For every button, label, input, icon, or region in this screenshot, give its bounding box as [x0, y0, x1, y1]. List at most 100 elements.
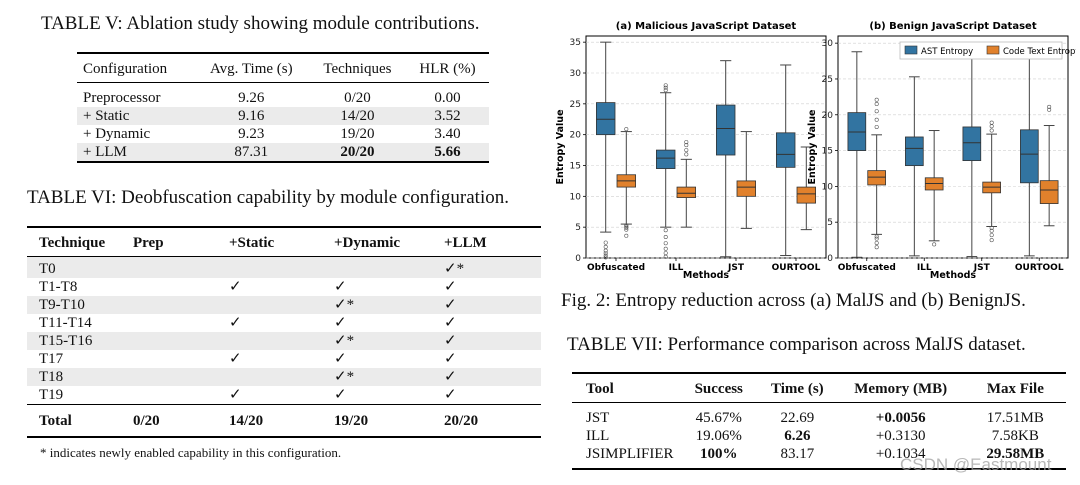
table5-cell: 9.23 — [238, 126, 265, 142]
outlier-point — [989, 120, 994, 125]
y-tick-label: 0 — [827, 254, 833, 264]
table6-cell: ✓ — [334, 279, 347, 295]
table6-caption: TABLE VI: Deobfuscation capability by mo… — [27, 187, 509, 208]
table5-header-techniques: Techniques — [323, 61, 392, 77]
y-tick-label: 15 — [570, 162, 581, 172]
outlier-point — [684, 140, 689, 145]
table6-cell: T9-T10 — [27, 296, 123, 314]
table6-cell: ✓ — [444, 279, 457, 295]
table-row: T1-T8 ✓ ✓ ✓ — [27, 278, 541, 296]
outlier-point — [603, 255, 608, 260]
box-jst-ast — [962, 126, 982, 162]
table5-cell: + Dynamic — [83, 126, 151, 142]
box-ourtool-ast — [775, 132, 796, 168]
table6-cell — [324, 256, 434, 278]
x-tick-label: OURTOOL — [772, 263, 821, 273]
table5-cell: 9.16 — [193, 107, 309, 125]
table-row: T19 ✓ ✓ ✓ — [27, 386, 541, 405]
table6-cell: ✓ — [434, 368, 541, 386]
outlier-point — [624, 224, 629, 229]
table7-cell: 83.17 — [780, 446, 815, 462]
x-tick-label: ILL — [917, 263, 932, 273]
outlier-point — [684, 152, 689, 157]
table6-header-technique: Technique — [39, 235, 106, 251]
figure-caption: Fig. 2: Entropy reduction across (a) Mal… — [561, 290, 1026, 311]
table7-cell: 45.67% — [695, 410, 742, 426]
table7-caption: TABLE VII: Performance comparison across… — [567, 334, 1026, 355]
y-tick-label: 5 — [575, 223, 581, 233]
table7-cell: 17.51MB — [986, 410, 1044, 426]
table5-cell: 5.66 — [406, 143, 489, 162]
y-tick-label: 5 — [827, 218, 833, 228]
table6-cell: T19 — [39, 387, 64, 403]
table7-cell: JST — [586, 410, 610, 426]
outlier-point — [663, 83, 668, 88]
table6-cell: ✓ — [444, 387, 457, 403]
table-row: T15-T16 ✓* ✓ — [27, 332, 541, 350]
table6-cell: ✓ — [434, 332, 541, 350]
y-tick-label: 10 — [570, 192, 582, 202]
table6-cell — [123, 386, 219, 405]
outlier-point — [603, 251, 608, 256]
y-tick-label: 0 — [575, 254, 581, 264]
outlier-point — [989, 128, 994, 133]
table5-cell: 3.52 — [406, 107, 489, 125]
table5-cell: + Static — [77, 107, 194, 125]
table-row: JSIMPLIFIER 100% 83.17 +0.1034 29.58MB — [572, 445, 1066, 469]
outlier-point — [684, 148, 689, 153]
outlier-point — [684, 143, 689, 148]
table5-header-hlr: HLR (%) — [419, 61, 476, 77]
table6-cell: ✓ — [444, 351, 457, 367]
table6-cell — [219, 296, 324, 314]
table7-cell: 6.26 — [784, 428, 811, 444]
y-tick-label: 25 — [570, 100, 581, 110]
outlier-point — [989, 228, 994, 233]
table7-header-memory: Memory (MB) — [854, 381, 948, 397]
table6-cell: ✓ — [229, 387, 242, 403]
outlier-point — [874, 234, 879, 239]
outlier-point — [603, 240, 608, 245]
y-axis-label: Entropy Value — [807, 109, 818, 184]
box-ourtool-ast — [1020, 129, 1039, 184]
table6-cell: ✓* — [434, 256, 541, 278]
table6-total-dynamic: 19/20 — [334, 413, 369, 429]
table6-cell: T0 — [27, 256, 123, 278]
legend-box — [899, 41, 1063, 60]
table7-cell: +0.1034 — [875, 446, 926, 462]
y-tick-label: 30 — [822, 39, 834, 49]
entropy-figure: 0 5 10 15 20 25 30 35 (a) Malicious JavaScript D… — [556, 21, 1076, 281]
y-tick-label: 25 — [822, 75, 833, 85]
table6-cell — [123, 296, 219, 314]
outlier-point — [932, 242, 937, 247]
table6-cell — [123, 350, 219, 368]
table7-header-maxfile: Max File — [986, 381, 1044, 397]
chart-title: (b) Benign JavaScript Dataset — [869, 21, 1036, 32]
outlier-point — [989, 225, 994, 230]
table6-header-prep: Prep — [133, 235, 164, 251]
outlier-point — [989, 233, 994, 238]
chart-title: (a) Malicious JavaScript Dataset — [616, 21, 797, 32]
table6-header-static: +Static — [229, 235, 275, 251]
table6-header-llm: +LLM — [444, 235, 487, 251]
table-row: T17 ✓ ✓ ✓ — [27, 350, 541, 368]
outlier-point — [874, 240, 879, 245]
table7-cell: 7.58KB — [991, 428, 1039, 444]
table-row: JST 45.67% 22.69 +0.0056 17.51MB — [572, 402, 1066, 428]
table5-cell: 87.31 — [193, 143, 309, 162]
outlier-point — [874, 109, 879, 114]
outlier-point — [663, 235, 668, 240]
outlier-point — [874, 117, 879, 122]
table5-cell: + LLM — [77, 143, 194, 162]
x-tick-label: JST — [727, 263, 745, 273]
table5-cell: Preprocessor — [83, 90, 161, 106]
table6-cell — [123, 332, 219, 350]
outlier-point — [663, 241, 668, 246]
watermark: CSDN @Eastmount — [900, 455, 1052, 474]
table5-header-time: Avg. Time (s) — [209, 61, 293, 77]
table5-cell: 0.00 — [434, 90, 461, 106]
box-ill-ast — [656, 149, 676, 169]
outlier-point — [624, 223, 629, 228]
outlier-point — [874, 236, 879, 241]
table6: Technique Prep +Static +Dynamic +LLM T0 ✓… — [27, 226, 541, 438]
y-tick-label: 20 — [822, 111, 834, 121]
